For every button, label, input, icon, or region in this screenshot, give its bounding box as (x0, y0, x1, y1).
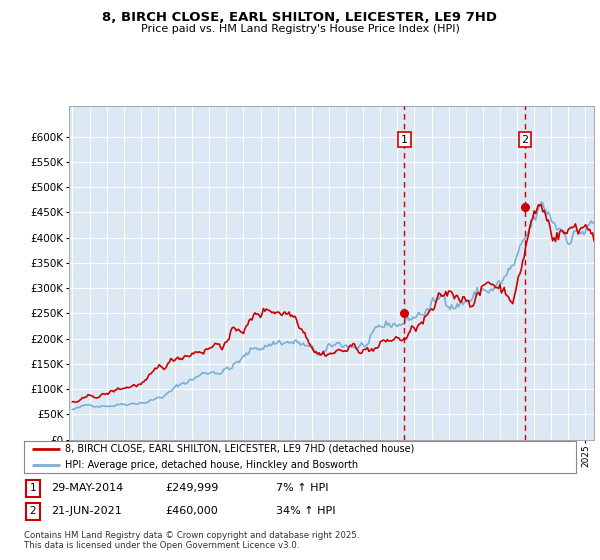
Point (400, 309, 409, 318)
Text: 2: 2 (29, 506, 37, 516)
Text: 21-JUN-2021: 21-JUN-2021 (51, 506, 122, 516)
Text: 8, BIRCH CLOSE, EARL SHILTON, LEICESTER, LE9 7HD (detached house): 8, BIRCH CLOSE, EARL SHILTON, LEICESTER,… (65, 444, 415, 454)
Text: Contains HM Land Registry data © Crown copyright and database right 2025.
This d: Contains HM Land Registry data © Crown c… (24, 531, 359, 550)
Text: 1: 1 (401, 135, 408, 144)
Text: 1: 1 (29, 483, 37, 493)
Text: 29-MAY-2014: 29-MAY-2014 (51, 483, 123, 493)
Text: Price paid vs. HM Land Registry's House Price Index (HPI): Price paid vs. HM Land Registry's House … (140, 24, 460, 34)
Point (520, 203, 530, 212)
Text: £460,000: £460,000 (165, 506, 218, 516)
Text: 2: 2 (521, 135, 529, 144)
Text: £249,999: £249,999 (165, 483, 218, 493)
Text: HPI: Average price, detached house, Hinckley and Bosworth: HPI: Average price, detached house, Hinc… (65, 460, 359, 470)
Text: 8, BIRCH CLOSE, EARL SHILTON, LEICESTER, LE9 7HD: 8, BIRCH CLOSE, EARL SHILTON, LEICESTER,… (103, 11, 497, 24)
Text: 34% ↑ HPI: 34% ↑ HPI (276, 506, 335, 516)
Text: 7% ↑ HPI: 7% ↑ HPI (276, 483, 329, 493)
